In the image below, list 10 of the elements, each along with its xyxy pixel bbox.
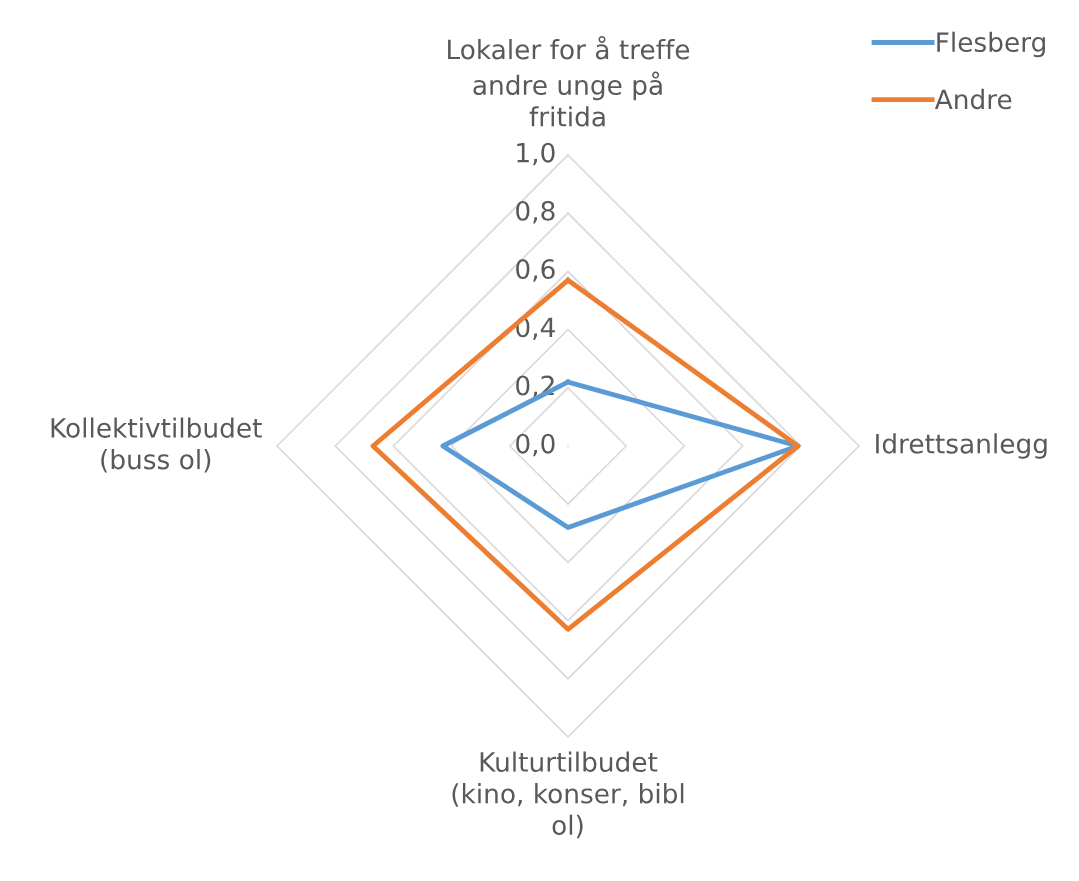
y-tick-label: 0,8 bbox=[516, 200, 555, 224]
spoke-label: Idrettsanlegg bbox=[876, 433, 1047, 459]
y-tick-label: 0,0 bbox=[516, 433, 555, 457]
spoke-label: Kollektivtilbudet (buss ol) bbox=[51, 417, 262, 473]
legend-label: Flesberg bbox=[937, 31, 1045, 58]
spoke-label: Kulturtilbudet (kino, konser, bibl ol) bbox=[452, 751, 684, 839]
y-tick-label: 1,0 bbox=[517, 142, 555, 166]
legend-label: Andre bbox=[934, 88, 1012, 110]
y-tick-label: 0,6 bbox=[516, 259, 555, 282]
spoke-label: Lokaler for å treffe andre unge på fritida bbox=[448, 35, 690, 127]
